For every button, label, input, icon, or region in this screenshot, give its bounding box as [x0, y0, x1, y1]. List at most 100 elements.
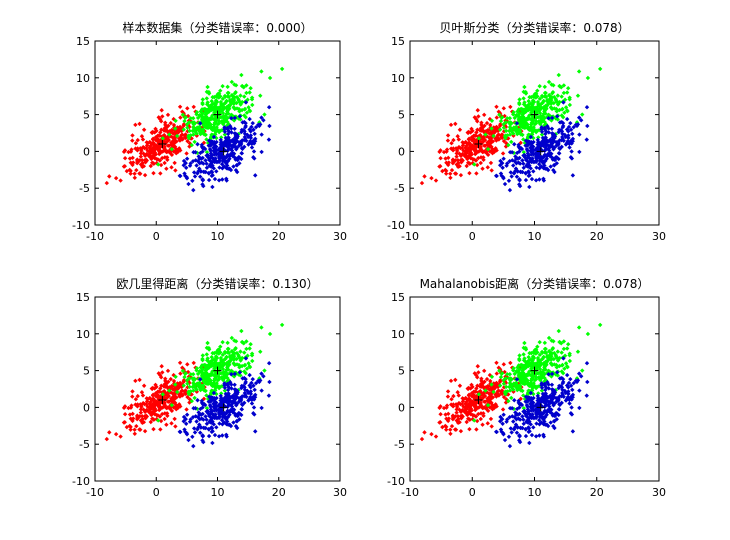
data-point	[234, 356, 239, 362]
data-point	[159, 108, 164, 113]
x-tick-label: -10	[401, 230, 419, 243]
data-point	[535, 350, 540, 355]
data-point	[190, 178, 195, 183]
data-point	[529, 415, 534, 421]
data-point	[545, 143, 551, 148]
data-point	[199, 373, 205, 379]
data-point	[536, 161, 542, 167]
y-tick-label: 5	[398, 365, 405, 378]
data-point	[169, 421, 174, 426]
data-point	[570, 429, 576, 434]
data-point	[525, 140, 531, 146]
data-point	[449, 396, 454, 402]
data-point	[501, 156, 506, 161]
data-point	[576, 115, 582, 120]
data-point	[534, 384, 540, 389]
data-point	[527, 361, 532, 367]
data-point	[467, 170, 472, 176]
y-tick-label: -5	[394, 438, 405, 451]
data-point	[511, 381, 517, 386]
data-point	[206, 89, 212, 95]
data-point	[534, 115, 539, 121]
data-point	[551, 418, 557, 424]
data-point	[520, 425, 525, 431]
data-point	[206, 433, 212, 439]
x-tick-label: 20	[590, 486, 604, 499]
data-point	[155, 402, 161, 408]
data-point	[443, 156, 448, 161]
data-point	[473, 138, 479, 143]
data-point	[530, 115, 536, 120]
data-point	[239, 145, 245, 151]
data-point	[576, 69, 582, 74]
data-point	[177, 173, 182, 179]
data-point	[500, 371, 505, 376]
data-point	[493, 392, 498, 397]
data-point	[461, 140, 466, 146]
data-point	[175, 125, 180, 130]
data-point	[561, 90, 567, 96]
data-point	[570, 139, 575, 144]
data-point	[157, 158, 163, 163]
data-point	[499, 389, 504, 394]
data-point	[493, 136, 498, 141]
data-point	[557, 407, 562, 412]
data-point	[525, 117, 531, 122]
data-point	[193, 150, 198, 155]
data-point	[481, 368, 487, 374]
data-point	[541, 410, 546, 416]
data-point	[248, 135, 254, 141]
data-point	[124, 168, 130, 174]
data-point	[549, 126, 555, 131]
data-point	[532, 347, 538, 352]
data-point	[198, 174, 203, 179]
data-point	[191, 376, 197, 381]
data-point	[445, 138, 451, 143]
data-point	[157, 117, 163, 122]
data-point	[128, 149, 134, 154]
data-point	[514, 161, 519, 166]
data-point	[148, 396, 153, 401]
data-point	[565, 85, 571, 91]
data-point	[455, 164, 461, 170]
data-point	[231, 361, 236, 366]
data-point	[231, 351, 236, 357]
data-point	[164, 166, 169, 171]
data-point	[207, 419, 212, 425]
data-point	[584, 105, 590, 110]
data-point	[169, 165, 174, 170]
data-point	[205, 100, 210, 105]
data-point	[240, 355, 245, 361]
data-point	[211, 166, 216, 171]
data-point	[227, 106, 232, 111]
data-point	[220, 96, 226, 102]
data-point	[512, 142, 517, 147]
data-point	[253, 392, 258, 398]
data-point	[535, 393, 541, 399]
data-point	[216, 377, 221, 382]
data-point	[548, 420, 553, 425]
data-point	[194, 112, 199, 117]
data-point	[228, 399, 234, 404]
data-point	[463, 146, 469, 151]
data-point	[206, 345, 212, 351]
data-point	[250, 120, 255, 126]
data-point	[206, 376, 211, 381]
data-point	[216, 371, 222, 377]
data-point	[214, 94, 220, 100]
data-point	[509, 395, 514, 401]
data-point	[557, 355, 562, 361]
data-point	[159, 364, 164, 369]
data-point	[494, 360, 499, 365]
data-point	[154, 416, 159, 422]
data-point	[511, 163, 516, 168]
data-point	[204, 124, 209, 129]
data-point	[243, 370, 248, 376]
data-point	[537, 107, 543, 113]
mean-marker	[219, 403, 228, 412]
data-point	[552, 350, 557, 356]
data-point	[551, 100, 557, 106]
data-point	[167, 132, 172, 137]
data-point	[474, 171, 479, 176]
points-layer	[104, 66, 285, 193]
